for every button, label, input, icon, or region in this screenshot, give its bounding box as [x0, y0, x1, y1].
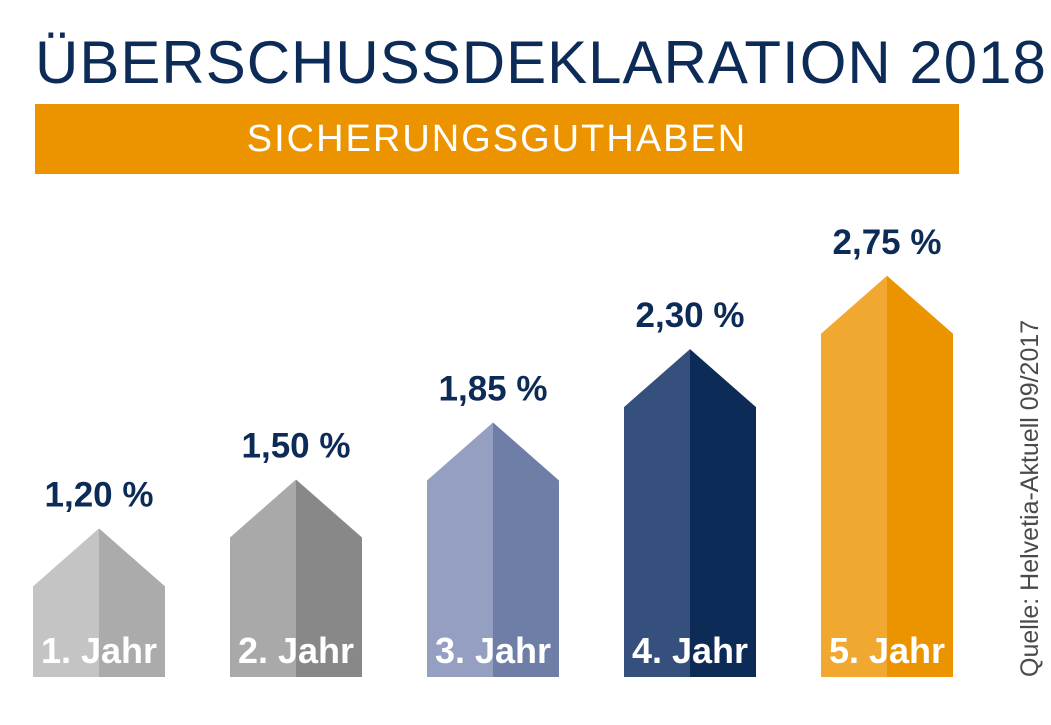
- category-label: 5. Jahr: [829, 630, 945, 671]
- bar-left-face: [427, 422, 493, 677]
- bar-right-face: [493, 422, 559, 677]
- bar-3: 1,85 % 3. Jahr: [427, 369, 559, 677]
- bar-left-face: [33, 528, 99, 677]
- bar-right-face: [99, 528, 165, 677]
- value-label: 2,30 %: [636, 296, 745, 335]
- bar-right-face: [296, 479, 362, 677]
- bar-right-face: [887, 275, 953, 677]
- chart-subtitle: SICHERUNGSGUTHABEN: [246, 117, 748, 160]
- bar-left-face: [821, 275, 887, 677]
- subtitle-banner: SICHERUNGSGUTHABEN: [35, 104, 959, 174]
- bar-left-face: [230, 479, 296, 677]
- category-label: 1. Jahr: [41, 630, 157, 671]
- value-label: 1,20 %: [45, 475, 154, 514]
- bar-1: 1,20 % 1. Jahr: [33, 475, 165, 677]
- category-label: 4. Jahr: [632, 630, 748, 671]
- chart-title: ÜBERSCHUSSDEKLARATION 2018: [35, 29, 1047, 96]
- value-label: 2,75 %: [833, 223, 942, 262]
- bar-4: 2,30 % 4. Jahr: [624, 296, 756, 677]
- bar-2: 1,50 % 2. Jahr: [230, 427, 362, 677]
- category-label: 3. Jahr: [435, 630, 551, 671]
- bar-5: 2,75 % 5. Jahr: [821, 223, 953, 677]
- value-label: 1,50 %: [242, 427, 351, 466]
- source-note: Quelle: Helvetia-Aktuell 09/2017: [1016, 319, 1044, 677]
- value-label: 1,85 %: [439, 369, 548, 408]
- bar-right-face: [690, 349, 756, 677]
- bar-left-face: [624, 349, 690, 677]
- category-label: 2. Jahr: [238, 630, 354, 671]
